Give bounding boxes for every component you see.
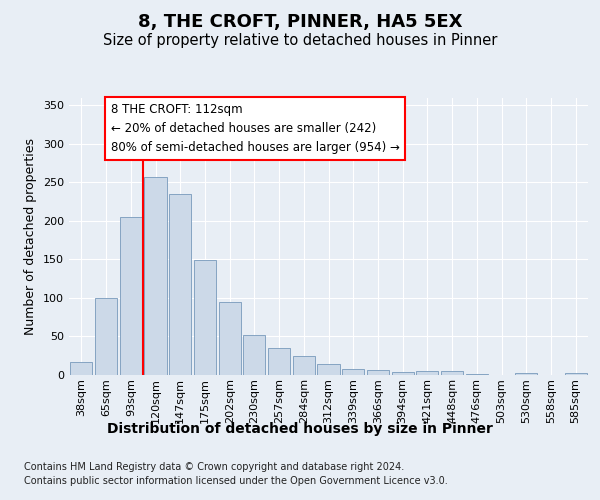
Bar — [169, 194, 191, 375]
Bar — [145, 177, 167, 375]
Bar — [515, 374, 538, 375]
Bar — [466, 374, 488, 375]
Bar — [317, 364, 340, 375]
Bar — [119, 217, 142, 375]
Bar — [243, 335, 265, 375]
Bar — [70, 362, 92, 375]
Bar — [441, 371, 463, 375]
Text: 8, THE CROFT, PINNER, HA5 5EX: 8, THE CROFT, PINNER, HA5 5EX — [138, 12, 462, 30]
Text: 8 THE CROFT: 112sqm
← 20% of detached houses are smaller (242)
80% of semi-detac: 8 THE CROFT: 112sqm ← 20% of detached ho… — [110, 103, 400, 154]
Y-axis label: Number of detached properties: Number of detached properties — [25, 138, 37, 335]
Bar — [95, 298, 117, 375]
Bar — [293, 356, 315, 375]
Text: Size of property relative to detached houses in Pinner: Size of property relative to detached ho… — [103, 32, 497, 48]
Text: Contains HM Land Registry data © Crown copyright and database right 2024.: Contains HM Land Registry data © Crown c… — [24, 462, 404, 472]
Bar — [342, 369, 364, 375]
Bar — [268, 348, 290, 375]
Bar — [565, 374, 587, 375]
Text: Contains public sector information licensed under the Open Government Licence v3: Contains public sector information licen… — [24, 476, 448, 486]
Bar — [218, 302, 241, 375]
Bar — [367, 370, 389, 375]
Text: Distribution of detached houses by size in Pinner: Distribution of detached houses by size … — [107, 422, 493, 436]
Bar — [392, 372, 414, 375]
Bar — [194, 260, 216, 375]
Bar — [416, 371, 439, 375]
